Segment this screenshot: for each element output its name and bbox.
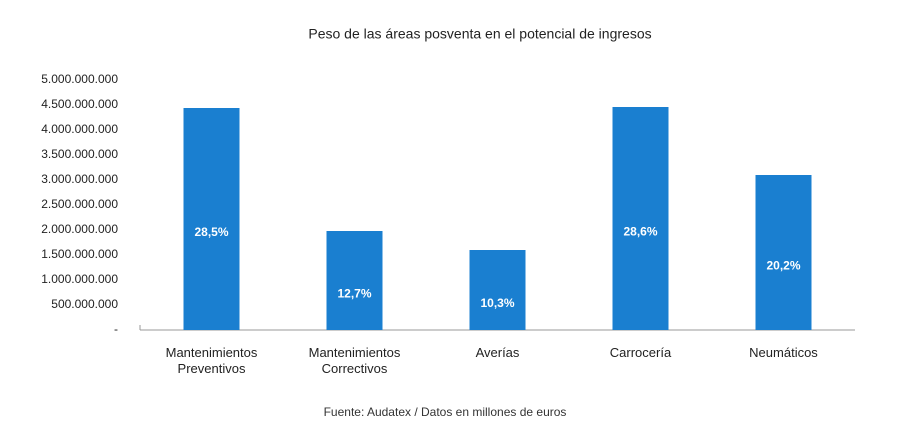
bar (183, 108, 240, 330)
y-tick-label: 4.500.000.000 (41, 97, 118, 111)
y-tick-label: 3.500.000.000 (41, 147, 118, 161)
y-tick-label: 4.000.000.000 (41, 122, 118, 136)
x-tick-label: Neumáticos (749, 345, 818, 360)
y-tick-label: 1.500.000.000 (41, 247, 118, 261)
bar-share-label: 10,3% (480, 296, 514, 310)
bar (612, 107, 669, 330)
bar (326, 231, 383, 330)
x-tick-label: Mantenimientos Correctivos (308, 345, 401, 376)
bar (755, 175, 812, 330)
y-tick-label: 3.000.000.000 (41, 172, 118, 186)
bar-share-label: 12,7% (337, 287, 371, 301)
bar-share-label: 28,5% (194, 225, 228, 239)
y-tick-label: 2.000.000.000 (41, 222, 118, 236)
x-tick-label: Averías (475, 345, 520, 360)
y-tick-label: 5.000.000.000 (41, 72, 118, 86)
x-tick-label: Mantenimientos Preventivos (165, 345, 258, 376)
bar-share-label: 20,2% (766, 259, 800, 273)
y-tick-label: - (114, 322, 118, 336)
x-tick-label: Carrocería (609, 345, 672, 360)
y-tick-label: 2.500.000.000 (41, 197, 118, 211)
bar (469, 250, 526, 330)
chart-title: Peso de las áreas posventa en el potenci… (308, 26, 651, 42)
y-tick-label: 1.000.000.000 (41, 272, 118, 286)
source-note: Fuente: Audatex / Datos en millones de e… (324, 405, 567, 419)
bar-share-label: 28,6% (623, 225, 657, 239)
y-tick-label: 500.000.000 (51, 297, 118, 311)
